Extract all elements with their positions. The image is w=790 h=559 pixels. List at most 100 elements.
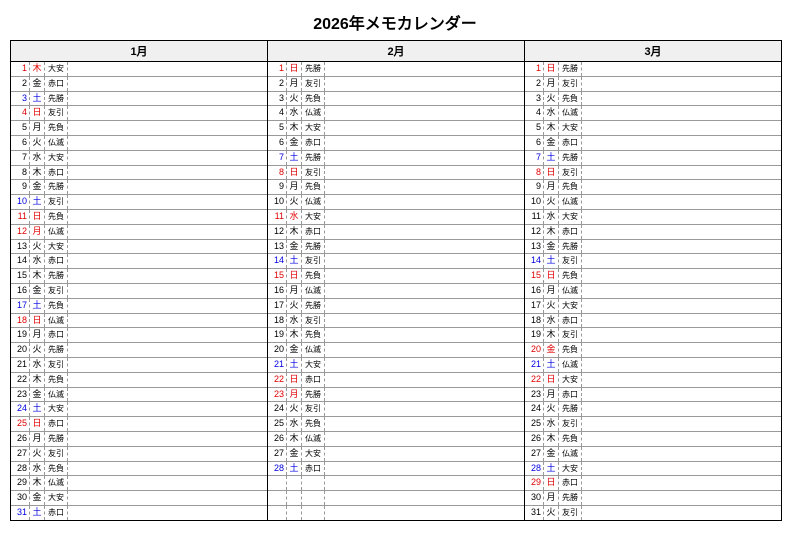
day-memo — [582, 314, 781, 328]
day-memo — [582, 284, 781, 298]
day-rokuyou: 赤口 — [45, 77, 68, 91]
day-row: 25水友引 — [525, 417, 781, 432]
day-rokuyou: 大安 — [45, 240, 68, 254]
day-weekday — [287, 476, 302, 490]
day-memo — [582, 121, 781, 135]
day-rokuyou: 先負 — [45, 121, 68, 135]
day-weekday: 木 — [287, 328, 302, 342]
day-rokuyou: 先負 — [302, 269, 325, 283]
day-row: 25水先負 — [268, 417, 524, 432]
day-number: 12 — [525, 225, 544, 239]
day-memo — [68, 402, 267, 416]
day-number: 2 — [268, 77, 287, 91]
day-memo — [68, 388, 267, 402]
day-weekday: 木 — [30, 62, 45, 76]
day-memo — [582, 506, 781, 520]
day-rokuyou: 大安 — [302, 210, 325, 224]
day-rokuyou: 仏滅 — [45, 136, 68, 150]
day-number — [268, 506, 287, 520]
day-number: 21 — [525, 358, 544, 372]
day-number: 23 — [268, 388, 287, 402]
day-memo — [325, 210, 524, 224]
day-rokuyou: 先勝 — [45, 432, 68, 446]
day-weekday: 水 — [287, 417, 302, 431]
day-rokuyou: 仏滅 — [45, 314, 68, 328]
day-row: 10火仏滅 — [268, 195, 524, 210]
day-rokuyou: 赤口 — [45, 166, 68, 180]
day-row: 24土大安 — [11, 402, 267, 417]
day-weekday: 火 — [287, 195, 302, 209]
day-row: 21土仏滅 — [525, 358, 781, 373]
day-number: 11 — [268, 210, 287, 224]
day-rokuyou — [302, 476, 325, 490]
day-memo — [68, 343, 267, 357]
day-rokuyou: 先勝 — [559, 151, 582, 165]
day-row: 5木大安 — [268, 121, 524, 136]
day-weekday: 月 — [544, 388, 559, 402]
day-number: 25 — [11, 417, 30, 431]
day-row: 2月友引 — [525, 77, 781, 92]
day-memo — [68, 92, 267, 106]
day-row: 11日先負 — [11, 210, 267, 225]
day-row: 4水仏滅 — [525, 106, 781, 121]
day-rokuyou: 先負 — [302, 92, 325, 106]
day-weekday: 火 — [30, 240, 45, 254]
day-memo — [325, 284, 524, 298]
day-memo — [68, 77, 267, 91]
day-weekday: 月 — [287, 77, 302, 91]
day-weekday: 金 — [544, 343, 559, 357]
day-weekday: 土 — [30, 402, 45, 416]
day-weekday: 金 — [30, 180, 45, 194]
day-row: 13金先勝 — [268, 240, 524, 255]
day-memo — [325, 254, 524, 268]
day-number: 16 — [525, 284, 544, 298]
day-number: 18 — [11, 314, 30, 328]
day-rokuyou: 先勝 — [559, 491, 582, 505]
day-row: 9月先負 — [268, 180, 524, 195]
day-number: 12 — [268, 225, 287, 239]
day-number: 9 — [525, 180, 544, 194]
day-memo — [582, 358, 781, 372]
day-row: 8日友引 — [525, 166, 781, 181]
day-memo — [68, 240, 267, 254]
day-row: 17火先勝 — [268, 299, 524, 314]
day-rokuyou: 仏滅 — [45, 476, 68, 490]
day-number: 28 — [525, 462, 544, 476]
day-memo — [582, 92, 781, 106]
day-rokuyou: 仏滅 — [559, 447, 582, 461]
day-memo — [68, 284, 267, 298]
day-memo — [68, 491, 267, 505]
day-row: 21水友引 — [11, 358, 267, 373]
day-row: 6金赤口 — [268, 136, 524, 151]
day-row: 24火先勝 — [525, 402, 781, 417]
day-number: 2 — [525, 77, 544, 91]
day-number: 9 — [268, 180, 287, 194]
day-row: 22日大安 — [525, 373, 781, 388]
month-column: 3月1日先勝2月友引3火先負4水仏滅5木大安6金赤口7土先勝8日友引9月先負10… — [525, 41, 781, 520]
day-weekday: 日 — [287, 269, 302, 283]
day-rokuyou: 赤口 — [559, 388, 582, 402]
day-row: 1日先勝 — [525, 62, 781, 77]
day-number: 7 — [11, 151, 30, 165]
day-row: 20金仏滅 — [268, 343, 524, 358]
day-rokuyou: 大安 — [559, 121, 582, 135]
day-memo — [582, 343, 781, 357]
day-row: 16金友引 — [11, 284, 267, 299]
day-memo — [582, 136, 781, 150]
day-rokuyou: 友引 — [302, 166, 325, 180]
day-weekday: 火 — [544, 195, 559, 209]
day-rokuyou: 友引 — [45, 195, 68, 209]
day-row: 22日赤口 — [268, 373, 524, 388]
day-row: 23金仏滅 — [11, 388, 267, 403]
day-number: 20 — [525, 343, 544, 357]
day-row: 17土先負 — [11, 299, 267, 314]
day-row: 1日先勝 — [268, 62, 524, 77]
day-number: 24 — [525, 402, 544, 416]
day-number: 30 — [11, 491, 30, 505]
day-row: 20火先勝 — [11, 343, 267, 358]
day-rokuyou: 赤口 — [302, 225, 325, 239]
day-rokuyou: 赤口 — [45, 254, 68, 268]
day-number: 10 — [268, 195, 287, 209]
day-memo — [325, 166, 524, 180]
day-memo — [582, 491, 781, 505]
